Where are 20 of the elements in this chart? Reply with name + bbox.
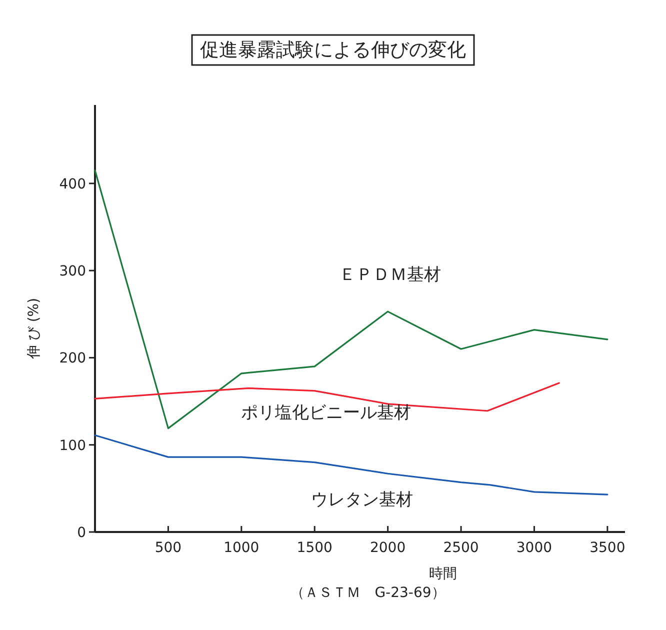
chart-title: 促進暴露試験による伸びの変化 [200, 39, 466, 61]
y-tick-label: 400 [59, 176, 86, 192]
series-label: ポリ塩化ビニール基材 [241, 403, 411, 423]
y-tick-label: 200 [59, 350, 86, 367]
y-tick-label: 0 [77, 525, 86, 541]
text: （ＡＳＴＭ G-23-69） [290, 585, 446, 601]
text: ＥＰＤＭ基材 [339, 265, 441, 285]
y-axis-title: 伸 び (%) [26, 298, 42, 360]
line-series [94, 170, 608, 430]
y-tick-label: 300 [59, 264, 86, 280]
x-tick-label: 2500 [443, 540, 479, 556]
x-tick-label: 3000 [516, 540, 552, 556]
x-axis-title: 時間 [429, 566, 457, 582]
x-tick-label: 1500 [296, 540, 332, 556]
x-tick-label: 500 [154, 540, 182, 556]
x-tick-label: 2000 [370, 540, 406, 556]
series-label: ウレタン基材 [311, 490, 413, 510]
x-tick-label: 3500 [590, 540, 626, 556]
y-tick-label: 100 [59, 438, 86, 454]
x-tick-label: 1000 [224, 540, 260, 556]
